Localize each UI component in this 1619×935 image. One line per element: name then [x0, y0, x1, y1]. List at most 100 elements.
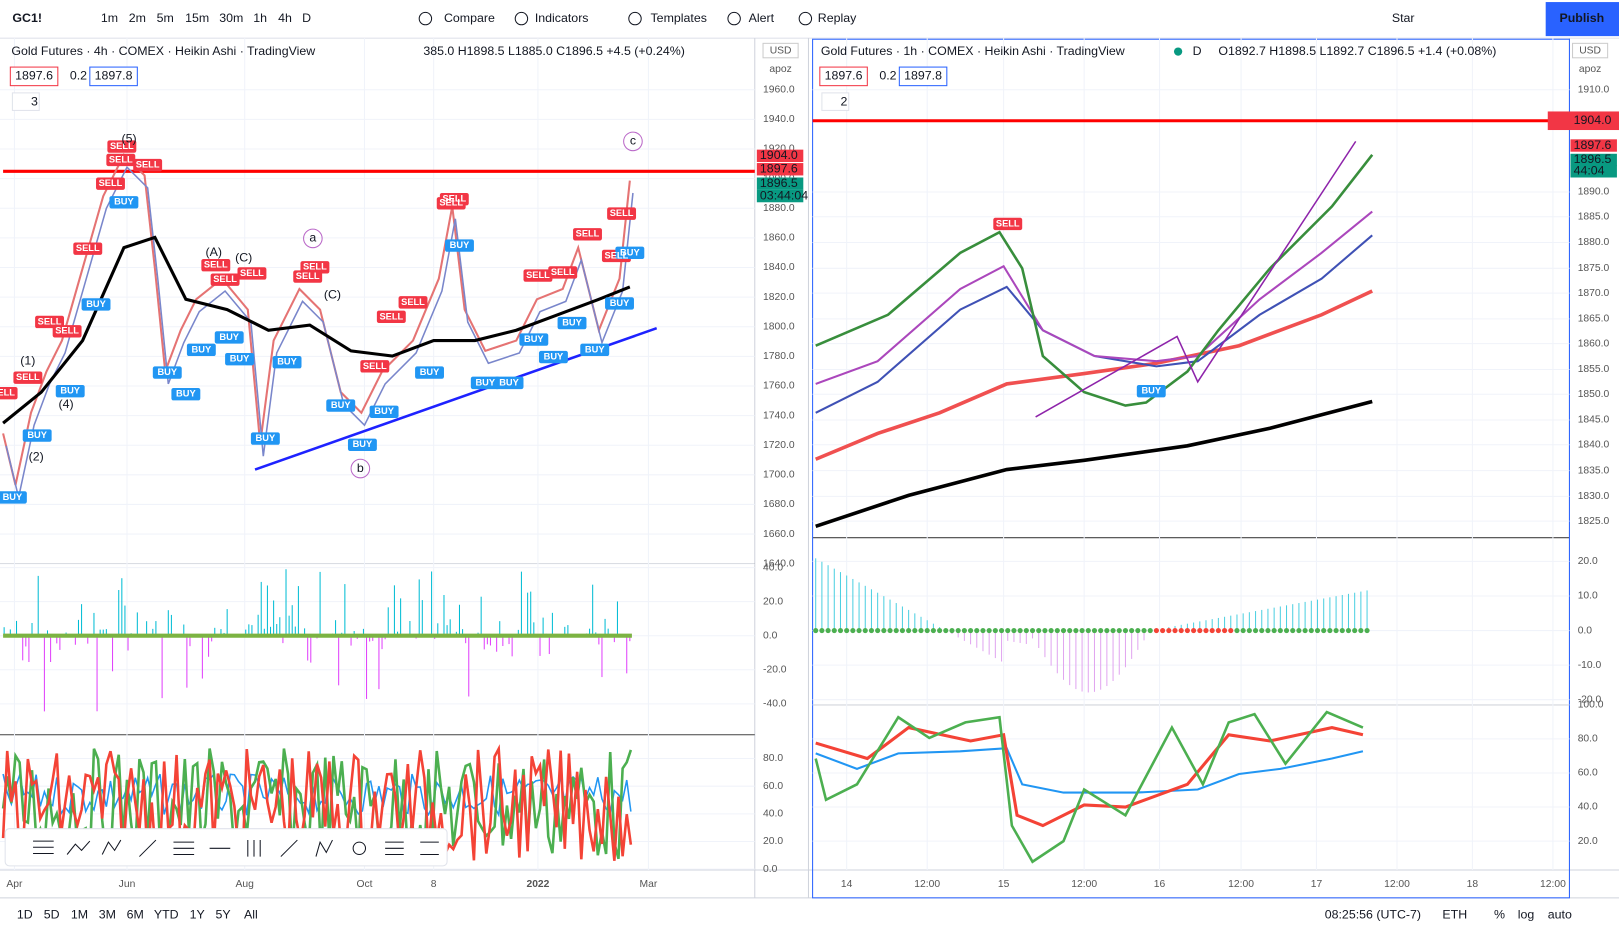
signal-label: BUY	[524, 334, 544, 344]
collapse-box[interactable]	[821, 92, 850, 111]
badge: 0.2	[879, 69, 896, 83]
signal-dot	[1110, 627, 1116, 634]
currency-box[interactable]	[762, 42, 799, 59]
toolbar-button[interactable]: Alert	[749, 11, 775, 25]
signal-dot	[1141, 627, 1147, 634]
signal-dot	[974, 627, 980, 634]
signal-label: SELL	[439, 198, 463, 208]
range-button[interactable]: 5Y	[215, 908, 230, 922]
signal-label: SELL	[0, 388, 15, 398]
interval[interactable]: 1h	[253, 11, 267, 25]
signal-dot	[1054, 627, 1060, 634]
signal-label: BUY	[475, 377, 495, 387]
y-tick-label: 40.0	[1578, 802, 1598, 813]
interval[interactable]: 30m	[219, 11, 243, 25]
signal-dot	[1333, 627, 1339, 634]
wave-label: c	[630, 134, 636, 148]
signal-label: SELL	[55, 326, 79, 336]
range-button[interactable]: 1M	[71, 908, 88, 922]
badge: 1897.6	[15, 69, 53, 83]
y-tick-label: 1850.0	[1578, 389, 1610, 400]
interval[interactable]: 1m	[101, 11, 118, 25]
signal-dot	[1321, 627, 1327, 634]
drawing-toolbar[interactable]	[4, 828, 448, 867]
range-button[interactable]: YTD	[154, 908, 179, 922]
signal-box	[607, 207, 637, 220]
x-tick-label: 12:00	[914, 879, 940, 890]
signal-dot	[1228, 627, 1234, 634]
x-tick-label: 12:00	[1228, 879, 1254, 890]
signal-box	[107, 140, 137, 153]
publish-button[interactable]	[1545, 2, 1619, 37]
y-tick-label: 20.0	[763, 596, 783, 607]
signal-box	[35, 315, 65, 329]
percent-toggle[interactable]: %	[1494, 908, 1505, 922]
range-button[interactable]: 5D	[44, 908, 60, 922]
signal-dot	[850, 627, 856, 634]
signal-dot	[1073, 627, 1079, 634]
star-button[interactable]: Star	[1392, 11, 1415, 25]
y-tick-label: 1875.0	[1578, 263, 1610, 274]
signal-label: SELL	[442, 194, 466, 204]
signal-box	[237, 267, 267, 280]
interval[interactable]: 4h	[278, 11, 292, 25]
signal-label: BUY	[114, 197, 134, 207]
range-button[interactable]: 3M	[99, 908, 116, 922]
range-button[interactable]: 1D	[17, 908, 33, 922]
signal-dot	[1215, 627, 1221, 634]
signal-box	[548, 266, 578, 279]
signal-label: BUY	[3, 492, 23, 502]
button-icon	[418, 11, 433, 26]
y-tick-label: 1825.0	[1578, 516, 1610, 527]
y-tick-label: 1720.0	[763, 440, 795, 451]
toolbar-button[interactable]: Replay	[818, 11, 857, 25]
signal-dot	[1339, 627, 1345, 634]
interval[interactable]: 5m	[157, 11, 174, 25]
button-icon	[727, 11, 741, 26]
symbol[interactable]: GC1!	[12, 11, 42, 25]
indicator-count: 3	[31, 94, 38, 108]
signal-box	[1136, 384, 1166, 398]
toolbar-button[interactable]: Templates	[650, 11, 706, 25]
y-tick-label: 1700.0	[763, 470, 795, 481]
signal-label: SELL	[526, 270, 550, 280]
signal-label: BUY	[610, 298, 630, 308]
interval[interactable]: 15m	[185, 11, 209, 25]
signal-dot	[967, 627, 974, 634]
y-tick-label: 1845.0	[1578, 415, 1610, 426]
range-button[interactable]: 1Y	[190, 908, 205, 922]
scale-mode: apoz	[769, 64, 791, 75]
price-tag-label: 44:04	[1574, 164, 1605, 178]
auto-toggle[interactable]: auto	[1548, 908, 1572, 922]
oscillator-line	[2, 772, 632, 818]
signal-label: BUY	[1141, 386, 1161, 396]
log-toggle[interactable]: log	[1518, 908, 1535, 922]
y-tick-label: -20.0	[1578, 694, 1602, 705]
range-button[interactable]: 6M	[127, 908, 144, 922]
toolbar-button[interactable]: Compare	[444, 11, 495, 25]
interval[interactable]: 2m	[129, 11, 146, 25]
x-tick-label: 15	[998, 879, 1010, 890]
price-line	[815, 154, 1374, 407]
signal-dot	[1364, 627, 1370, 634]
signal-dot	[930, 627, 936, 634]
signal-dot	[937, 627, 943, 634]
publish-label[interactable]: Publish	[1559, 11, 1604, 25]
collapse-box[interactable]	[11, 92, 40, 111]
range-button[interactable]: All	[244, 908, 258, 922]
currency-box[interactable]	[1572, 42, 1609, 59]
toolbar-button[interactable]: Indicators	[535, 11, 589, 25]
signal-dot	[924, 627, 930, 634]
signal-dot	[1017, 627, 1023, 634]
signal-dot	[1197, 627, 1203, 634]
signal-label: SELL	[551, 267, 575, 277]
x-tick-label: Mar	[640, 879, 658, 890]
wave-label: b	[357, 461, 364, 475]
interval[interactable]: D	[302, 11, 311, 25]
signal-label: BUY	[620, 247, 640, 257]
signal-label: SELL	[303, 262, 327, 272]
session[interactable]: ETH	[1442, 908, 1467, 922]
drawing-tools[interactable]	[33, 839, 439, 857]
signal-dot	[1023, 627, 1029, 634]
